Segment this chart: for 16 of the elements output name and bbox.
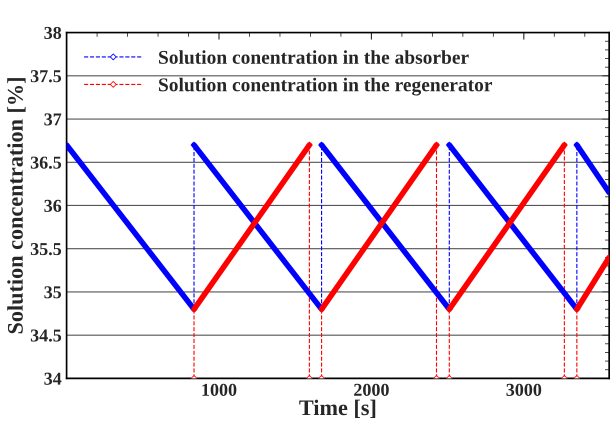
legend-label: Solution conentration in the absorber: [159, 50, 469, 64]
y-tick-label: 36: [44, 200, 62, 212]
y-tick-label: 36.5: [30, 156, 62, 169]
y-tick-label: 34.5: [30, 329, 62, 342]
x-tick-label: 3000: [506, 384, 542, 396]
y-axis-title: Solution concentration [%]: [7, 78, 26, 334]
legend-label: Solution conentration in the regenerator: [159, 78, 492, 96]
y-tick-label: 38: [44, 26, 62, 40]
y-tick-label: 34: [44, 372, 62, 385]
y-tick-label: 37.5: [30, 70, 62, 82]
y-tick-label: 35: [44, 286, 62, 298]
y-tick-label: 37: [44, 113, 62, 126]
x-tick-label: 2000: [354, 384, 389, 396]
x-tick-label: 1000: [202, 384, 236, 396]
x-axis-title: Time [s]: [299, 400, 376, 418]
y-tick-label: 35.5: [30, 243, 62, 256]
